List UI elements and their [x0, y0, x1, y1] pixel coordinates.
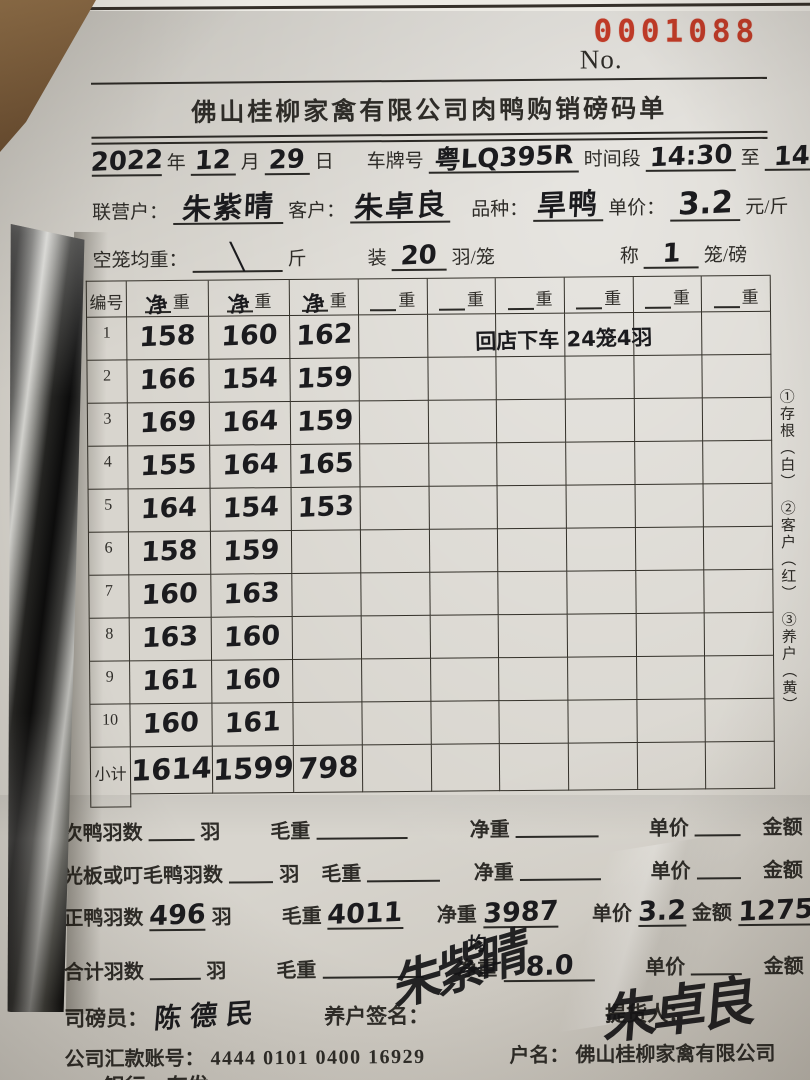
- jin-unit: 斤: [287, 248, 307, 271]
- col-header-blank: 重: [358, 278, 428, 316]
- col-header-net-2: 净重: [208, 279, 291, 318]
- plate-value: 粤LQ395R: [433, 140, 574, 177]
- prime-count: 496: [148, 898, 207, 933]
- weight-cell: 155: [128, 445, 211, 490]
- weight-cell: 164: [209, 401, 292, 446]
- weight-cell: [293, 659, 363, 703]
- row1-handwritten-note: 回店下车 24笼4羽: [474, 325, 653, 354]
- weight-cell: 158: [127, 316, 210, 361]
- weight-cell: 166: [127, 359, 210, 404]
- day-label: 日: [314, 151, 334, 173]
- weight-cell: 162: [290, 315, 360, 359]
- weight-cell: [293, 702, 363, 746]
- weight-cell: 164: [209, 444, 292, 489]
- weight-cell: 160: [130, 703, 213, 748]
- col-header-blank: 重: [702, 275, 772, 313]
- weight-cell: 153: [291, 487, 361, 531]
- subtotal-cell: 798: [294, 745, 364, 793]
- scale-unit: 笼/磅: [703, 245, 748, 267]
- document-title: 佛山桂柳家禽有限公司肉鸭购销磅码单: [191, 95, 668, 127]
- year-label: 年: [166, 152, 186, 175]
- weight-cell: 165: [291, 444, 361, 488]
- col-header-blank: 重: [496, 277, 566, 315]
- weight-cell: 154: [209, 358, 292, 403]
- breed-label: 品种：: [471, 198, 529, 221]
- scale-label: 称: [619, 245, 639, 268]
- breed-value: 旱鸭: [536, 186, 600, 223]
- month-label: 月: [240, 152, 260, 174]
- day-value: 29: [268, 144, 306, 176]
- no-label: No.: [579, 44, 623, 75]
- subtotal-cell: 1614: [130, 746, 213, 795]
- load-value: 20: [400, 240, 438, 272]
- weight-table: 编号 净重 净重 净重 重 重 重 重 重 重 1 158 160 162 2 …: [85, 274, 776, 808]
- weight-cell: [292, 573, 362, 617]
- weight-cell: 163: [211, 573, 294, 618]
- weight-cell: 161: [212, 702, 295, 747]
- unit-price-value: 3.2: [676, 184, 734, 223]
- weight-cell: 164: [128, 488, 211, 533]
- account-label: 公司汇款账号：: [64, 1047, 205, 1071]
- weight-cell: 160: [208, 315, 291, 360]
- weight-cell: 159: [290, 358, 360, 402]
- partner-value: 朱紫晴: [180, 188, 276, 227]
- col-header-net-3: 净重: [290, 279, 360, 318]
- month-value: 12: [194, 144, 232, 177]
- weight-cell: 163: [129, 617, 212, 662]
- scale-value: 1: [661, 238, 682, 270]
- partner-label: 联营户：: [92, 202, 169, 224]
- year-value: 2022: [89, 144, 164, 179]
- weight-cell: 161: [130, 660, 213, 705]
- prime-duck-row: 正鸭羽数 496 羽 毛重 4011 净重 3987 单价 3.2 金额 12758: [63, 892, 810, 933]
- account-number: 4444 0101 0400 16929: [210, 1045, 426, 1070]
- prime-price: 3.2: [637, 894, 687, 928]
- time-to: 14:50: [772, 138, 810, 173]
- weight-cell: 160: [129, 574, 212, 619]
- plate-label: 车牌号: [366, 150, 424, 173]
- col-header-blank: 重: [633, 276, 703, 313]
- customer-label: 客户：: [288, 200, 346, 223]
- secondary-duck-row: 次鸭羽数 羽 毛重 净重 单价 金额: [62, 809, 809, 846]
- copy-colors-side-note: ①存根（白） ②客户（红） ③养户（黄）: [777, 388, 797, 714]
- cage-load-scale-row: 空笼均重： ╲ 斤 装 20 羽/笼 称 1 笼/磅: [92, 238, 748, 274]
- weight-cell: 169: [127, 402, 210, 447]
- weight-cell: 159: [210, 530, 293, 575]
- col-header-blank: 重: [564, 276, 634, 314]
- weigher-signature: 陈德民: [153, 997, 264, 1036]
- prime-gross: 4011: [326, 896, 404, 932]
- col-header-net-1: 净重: [126, 280, 209, 319]
- weight-cell: 154: [210, 487, 293, 532]
- unit-price-unit: 元/斤: [745, 196, 789, 219]
- time-from: 14:30: [648, 139, 733, 174]
- customer-value: 朱卓良: [352, 186, 448, 226]
- weight-cell: 159: [291, 401, 361, 445]
- weight-cell: [293, 616, 363, 660]
- holder-label: 户名：: [509, 1044, 570, 1068]
- load-label: 装: [367, 248, 387, 270]
- col-header-blank: 重: [427, 278, 497, 315]
- subtotal-cell: 1599: [212, 745, 295, 794]
- weight-cell: 158: [128, 531, 212, 576]
- date-plate-time-row: 2022 年 12 月 29 日 车牌号 粤LQ395R 时间段 14:30 至…: [89, 138, 810, 179]
- avg-weight-value: 8.0: [524, 949, 574, 983]
- prime-amount: 12758: [737, 892, 810, 928]
- partner-customer-row: 联营户： 朱紫晴 客户： 朱卓良 品种： 旱鸭 单价： 3.2 元/斤: [92, 184, 789, 227]
- bare-duck-row: 光板或叮毛鸭羽数 羽 毛重 净重 单价 金额: [63, 852, 809, 889]
- title-block: 佛山桂柳家禽有限公司肉鸭购销磅码单: [90, 76, 768, 145]
- empty-cage-weight-mark: ╲: [229, 242, 247, 273]
- to-label: 至: [740, 147, 760, 170]
- load-unit: 羽/笼: [451, 247, 495, 269]
- weight-cell: 160: [211, 616, 294, 661]
- weight-cell: 160: [211, 659, 294, 704]
- unit-price-label: 单价：: [608, 197, 666, 220]
- time-label: 时间段: [583, 148, 641, 171]
- weight-cell: [292, 530, 362, 574]
